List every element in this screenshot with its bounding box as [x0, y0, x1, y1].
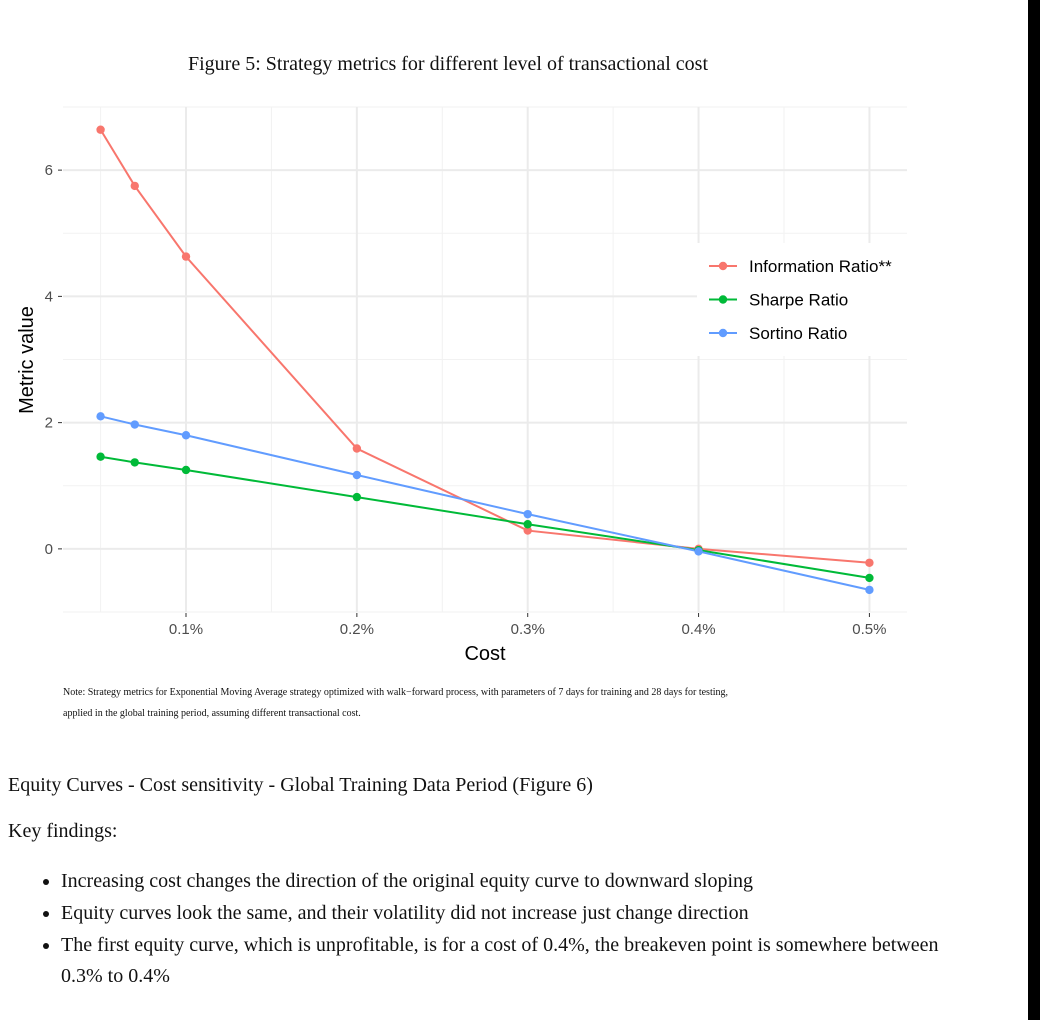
y-tick-label: 6 — [45, 162, 53, 179]
data-point — [130, 181, 139, 191]
y-tick-label: 0 — [45, 541, 53, 558]
data-point — [96, 452, 105, 461]
list-item: Equity curves look the same, and their v… — [61, 898, 941, 929]
data-point — [181, 252, 191, 261]
y-tick-label: 2 — [45, 415, 53, 432]
metrics-line-chart: 0 2 4 6 0.1% 0.2% 0.3% 0.4% 0.5% Cost Metric va… — [16, 106, 907, 665]
data-point — [96, 412, 105, 421]
series-points — [96, 125, 874, 595]
grid-minor — [63, 106, 907, 613]
x-tick-labels: 0.1% 0.2% 0.3% 0.4% 0.5% — [169, 613, 887, 638]
key-findings-list: Increasing cost changes the direction of… — [32, 866, 941, 993]
data-point — [181, 465, 191, 475]
data-point — [96, 125, 105, 134]
data-point — [865, 573, 874, 583]
data-point — [694, 547, 703, 556]
list-item: Increasing cost changes the direction of… — [61, 866, 941, 897]
x-tick-label: 0.3% — [511, 621, 545, 638]
x-axis-label: Cost — [464, 643, 506, 665]
x-tick-label: 0.2% — [340, 621, 374, 638]
data-point — [130, 420, 139, 429]
series-line — [100, 455, 870, 579]
data-point — [865, 558, 874, 567]
figure-note: Note: Strategy metrics for Exponential M… — [63, 682, 883, 724]
figure-note-line-1: Note: Strategy metrics for Exponential M… — [63, 687, 728, 698]
grid-major — [63, 107, 907, 612]
legend-label: Sharpe Ratio — [749, 291, 848, 310]
page-edge-bar — [1028, 0, 1040, 1020]
legend-key-point — [718, 295, 728, 304]
data-point — [523, 509, 532, 519]
data-point — [352, 444, 362, 453]
key-findings-label: Key findings: — [8, 820, 118, 842]
legend-label: Information Ratio** — [749, 257, 892, 276]
y-tick-marks — [58, 169, 62, 550]
series-line — [100, 415, 870, 591]
legend: Information Ratio** Sharpe Ratio Sortino R… — [697, 243, 907, 356]
x-tick-label: 0.1% — [169, 621, 203, 638]
data-point — [352, 470, 362, 480]
legend-key-point — [718, 261, 728, 271]
x-tick-label: 0.5% — [852, 621, 886, 638]
legend-label: Sortino Ratio — [749, 324, 847, 343]
figure-note-line-2: applied in the global training period, a… — [63, 708, 361, 719]
x-tick-label: 0.4% — [681, 621, 715, 638]
data-point — [181, 431, 191, 440]
y-axis-label: Metric value — [16, 306, 38, 414]
legend-key-point — [718, 328, 728, 338]
data-point — [352, 492, 362, 502]
y-tick-label: 4 — [45, 288, 53, 305]
list-item: The first equity curve, which is unprofi… — [61, 930, 941, 992]
data-point — [523, 526, 532, 535]
data-point — [865, 585, 874, 595]
section-heading: Equity Curves - Cost sensitivity - Globa… — [8, 774, 593, 796]
figure-title: Figure 5: Strategy metrics for different… — [187, 53, 709, 75]
data-point — [130, 458, 139, 467]
data-point — [523, 520, 532, 529]
y-tick-labels: 0 2 4 6 — [45, 162, 53, 558]
